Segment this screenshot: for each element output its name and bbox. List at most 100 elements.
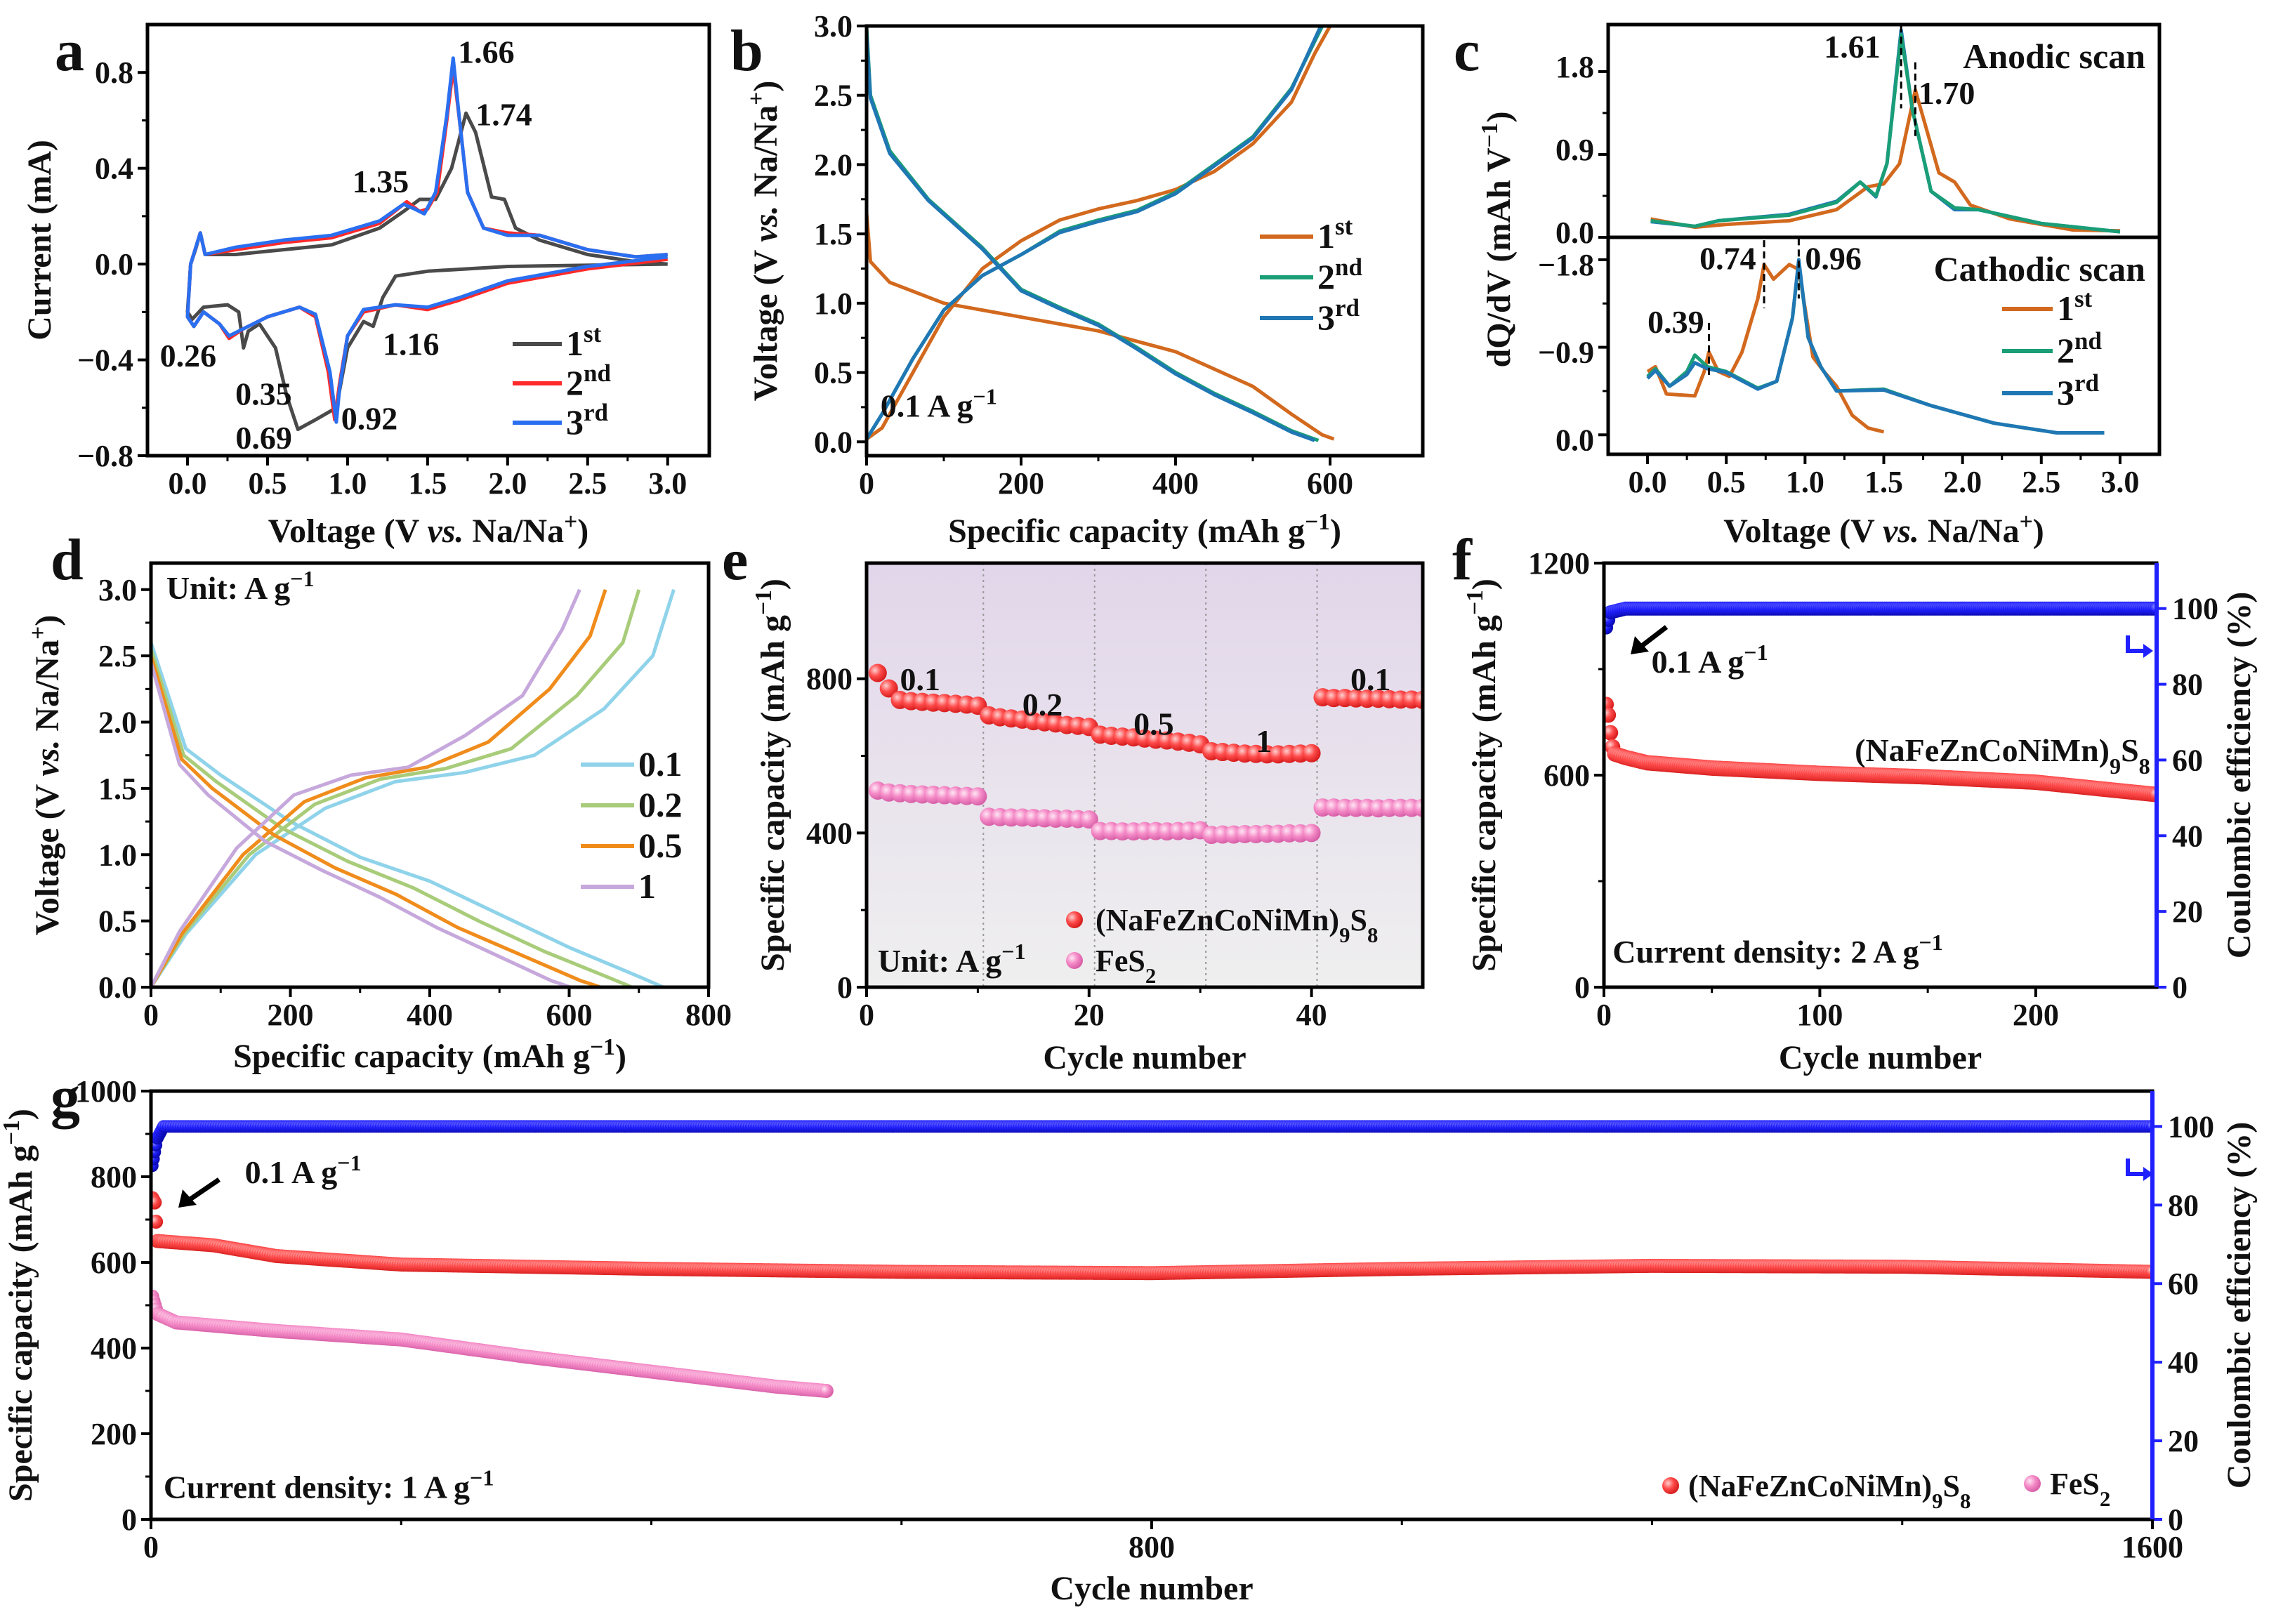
legend-label: FeS2 xyxy=(1096,944,1156,988)
y2-tick-label: 100 xyxy=(2168,1109,2214,1144)
legend-label-part: 1 xyxy=(1317,216,1335,256)
x-tick-label: 200 xyxy=(998,466,1044,501)
legend-label-part: 8 xyxy=(1367,923,1378,947)
panel-letter: g xyxy=(51,1064,80,1130)
y-tick-label: 200 xyxy=(91,1417,137,1451)
x-axis-title-part: vs. xyxy=(1883,513,1919,550)
annotation-part: 0.1 xyxy=(900,661,941,697)
annotation-part: −1 xyxy=(290,566,314,591)
data-point xyxy=(151,1195,162,1210)
arrowhead-icon xyxy=(1631,636,1649,654)
y-tick-label: −0.4 xyxy=(77,343,133,378)
x-axis-title: Cycle number xyxy=(1050,1570,1253,1607)
annotation-part: −1 xyxy=(1919,930,1942,955)
data-point xyxy=(868,664,887,682)
axis-pointer-icon xyxy=(2126,635,2146,653)
legend-label-part: nd xyxy=(584,359,611,387)
panel-letter: f xyxy=(1452,527,1473,593)
x-axis-title-part: Specific capacity (mAh g xyxy=(948,513,1305,550)
annotation: 0.92 xyxy=(341,400,397,436)
legend-label-part: S xyxy=(1943,1469,1960,1503)
panel-c: c 0.0 0.9 1.8 Anodic scan 1.61 1.70 0.0 −0.9 −1.8… xyxy=(1454,18,2162,550)
legend-label-part: 2 xyxy=(1145,964,1156,988)
arrowhead-icon xyxy=(178,1189,197,1208)
y-axis-title-part: Na/Na xyxy=(747,105,784,206)
legend-label-part: 0.1 xyxy=(638,744,683,784)
x-tick-label: 0.0 xyxy=(1629,465,1667,499)
y2-tick-label: 0 xyxy=(2168,1503,2183,1537)
y-axis-title-part: + xyxy=(25,626,51,640)
annotation: 0.26 xyxy=(160,338,217,374)
annotation: Current density: 1 A g−1 xyxy=(164,1465,494,1505)
legend-label: (NaFeZnCoNiMn)9S8 xyxy=(1096,903,1378,947)
data-point xyxy=(1604,725,1619,741)
y-axis-title-part: ) xyxy=(754,579,791,590)
y-tick-label: 1200 xyxy=(1528,546,1590,581)
legend-label: 2nd xyxy=(566,359,611,403)
y2-tick-label: 100 xyxy=(2172,592,2218,626)
series-group xyxy=(185,56,668,431)
y-tick-label: 0.4 xyxy=(95,152,133,186)
x-tick-label: 2.0 xyxy=(488,466,527,501)
x-tick-label: 2.0 xyxy=(1943,465,1982,499)
y-tick-label: 600 xyxy=(91,1246,137,1280)
panel-letter: b xyxy=(730,18,763,84)
series-line xyxy=(1650,88,2120,233)
y-axis-title-part: −1 xyxy=(751,590,777,615)
y-tick-label: 3.0 xyxy=(814,9,853,44)
annotation-part: 0.69 xyxy=(235,420,292,456)
legend-label: FeS2 xyxy=(2050,1467,2110,1511)
annotation-part: 0.1 A g xyxy=(1652,644,1744,680)
annotation: Unit: A g−1 xyxy=(166,566,315,606)
annotation-part: −1 xyxy=(1001,939,1025,964)
y-axis-title-part: ) xyxy=(2,1109,39,1120)
y-axis-title-part: Na/Na xyxy=(29,640,66,740)
x-tick-label: 20 xyxy=(1074,998,1105,1032)
x-tick-label: 1.0 xyxy=(1786,465,1824,499)
series-line xyxy=(185,56,668,424)
legend-label-part: S xyxy=(1350,903,1367,937)
x-tick-label: 3.0 xyxy=(648,466,687,501)
series-group xyxy=(151,1120,2152,1398)
legend-label: 0.5 xyxy=(638,826,683,865)
plot-frame xyxy=(864,24,1425,458)
legend-label-part: 2 xyxy=(566,363,584,402)
x-axis-title-part: Na/Na xyxy=(1919,513,2020,550)
series-group xyxy=(1646,258,2105,435)
x-tick-label: 2.5 xyxy=(568,466,607,501)
y-tick-label: 0.8 xyxy=(95,55,133,90)
y-tick-label: 1.5 xyxy=(814,217,853,251)
legend-label: (NaFeZnCoNiMn)9S8 xyxy=(1688,1469,1971,1513)
legend-label: 3rd xyxy=(566,399,609,442)
y-axis-title-part: −1 xyxy=(0,1120,25,1145)
y2-tick-label: 60 xyxy=(2172,743,2203,777)
x-axis-title-part: ) xyxy=(2033,513,2044,550)
legend-label: 0.2 xyxy=(638,785,683,824)
x-axis-title: Cycle number xyxy=(1043,1039,1246,1076)
legend-label: 1st xyxy=(1317,213,1353,256)
legend-label-part: rd xyxy=(1335,294,1360,322)
annotation-part: 0.26 xyxy=(160,338,217,374)
annotation: 1.61 xyxy=(1824,29,1881,65)
x-axis-title: Voltage (V vs. Na/Na+) xyxy=(268,509,588,550)
plot-frame xyxy=(149,1089,2155,1521)
series-group xyxy=(1604,601,2157,803)
axis-pointer-head-icon xyxy=(2143,1167,2153,1181)
data-point xyxy=(879,679,898,698)
x-axis-title: Voltage (V vs. Na/Na+) xyxy=(1723,509,2044,550)
x-tick-label: 400 xyxy=(407,998,453,1032)
legend-label-part: 3 xyxy=(566,402,584,442)
legend-label-part: nd xyxy=(2074,327,2102,355)
annotation: 1.74 xyxy=(475,96,532,132)
legend-label: 1st xyxy=(2057,285,2093,329)
y-axis-title: Specific capacity (mAh g−1) xyxy=(1462,579,1504,972)
panel-letter: d xyxy=(51,527,84,593)
annotation: 1.66 xyxy=(458,34,515,70)
y-axis-title-part: −1 xyxy=(1462,590,1488,615)
y-axis-title-part: dQ/dV (mAh V xyxy=(1480,147,1518,367)
x-axis-title-part: ) xyxy=(577,513,588,550)
x-axis-title-part: Na/Na xyxy=(463,513,564,550)
series-group xyxy=(1650,28,2121,234)
series-line xyxy=(151,589,607,987)
